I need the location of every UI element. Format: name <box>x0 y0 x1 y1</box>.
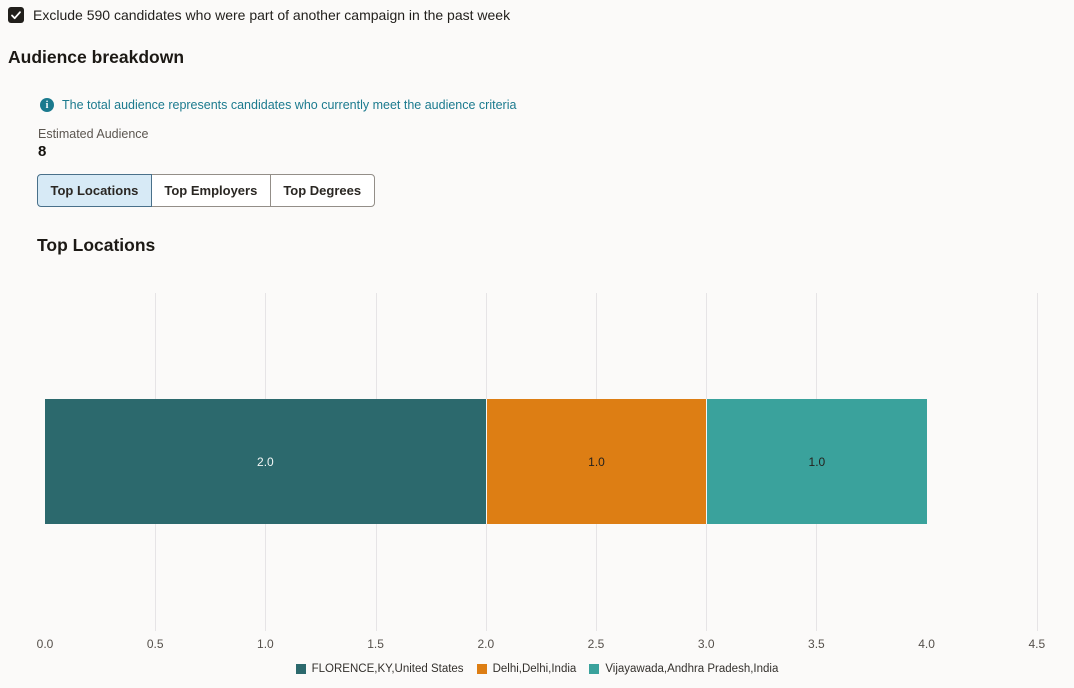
bar-segment-delhi-delhi-india[interactable]: 1.0 <box>485 399 707 524</box>
estimated-audience-value: 8 <box>38 143 47 160</box>
x-axis-tick-label: 1.0 <box>257 637 274 651</box>
exclude-checkbox-label: Exclude 590 candidates who were part of … <box>33 7 511 23</box>
legend-item-delhi-delhi-india[interactable]: Delhi,Delhi,India <box>476 663 577 675</box>
legend-item-vijayawada-andhra-pradesh-india[interactable]: Vijayawada,Andhra Pradesh,India <box>589 663 778 675</box>
tab-top-degrees[interactable]: Top Degrees <box>269 174 375 207</box>
x-axis-tick-label: 3.0 <box>697 637 715 651</box>
bar-segment-vijayawada-andhra-pradesh-india[interactable]: 1.0 <box>706 399 927 524</box>
x-axis-tick-label: 0.5 <box>146 637 164 651</box>
audience-breakdown-title: Audience breakdown <box>8 47 185 67</box>
exclude-checkbox-row[interactable]: Exclude 590 candidates who were part of … <box>8 7 510 23</box>
tab-top-employers[interactable]: Top Employers <box>150 174 271 207</box>
breakdown-tab-group: Top Locations Top Employers Top Degrees <box>37 174 375 207</box>
x-axis-tick-label: 1.5 <box>367 637 384 651</box>
bar-value-label: 2.0 <box>257 454 274 469</box>
checkmark-icon <box>11 11 21 20</box>
x-axis-tick-label: 2.0 <box>477 637 495 651</box>
legend-swatch-icon <box>476 664 487 674</box>
chart-section-title: Top Locations <box>37 235 156 255</box>
gridline <box>1036 293 1038 631</box>
tab-top-locations[interactable]: Top Locations <box>37 174 152 207</box>
bar-value-label: 1.0 <box>808 454 826 469</box>
x-axis-tick-label: 4.5 <box>1028 637 1046 651</box>
chart-legend: FLORENCE,KY,United States Delhi,Delhi,Ind… <box>0 663 1074 675</box>
legend-swatch-icon <box>589 664 600 674</box>
x-axis-tick-label: 3.5 <box>808 637 825 651</box>
stacked-bar: 2.0 1.0 1.0 <box>45 399 927 524</box>
x-axis-tick-label: 0.0 <box>36 637 54 651</box>
x-axis-tick-label: 2.5 <box>587 637 605 651</box>
legend-item-florence-ky-united-states[interactable]: FLORENCE,KY,United States <box>295 663 464 675</box>
legend-swatch-icon <box>295 664 306 674</box>
info-banner: i The total audience represents candidat… <box>40 98 516 112</box>
info-icon: i <box>40 98 54 112</box>
info-text: The total audience represents candidates… <box>62 98 517 112</box>
legend-label: FLORENCE,KY,United States <box>311 663 464 675</box>
legend-label: Vijayawada,Andhra Pradesh,India <box>605 663 779 675</box>
estimated-audience-label: Estimated Audience <box>38 127 149 141</box>
legend-label: Delhi,Delhi,India <box>492 663 577 675</box>
x-axis-tick-label: 4.0 <box>918 637 935 651</box>
bar-segment-florence-ky-united-states[interactable]: 2.0 <box>45 399 486 524</box>
bar-value-label: 1.0 <box>588 454 605 469</box>
checked-checkbox-icon[interactable] <box>8 7 24 23</box>
